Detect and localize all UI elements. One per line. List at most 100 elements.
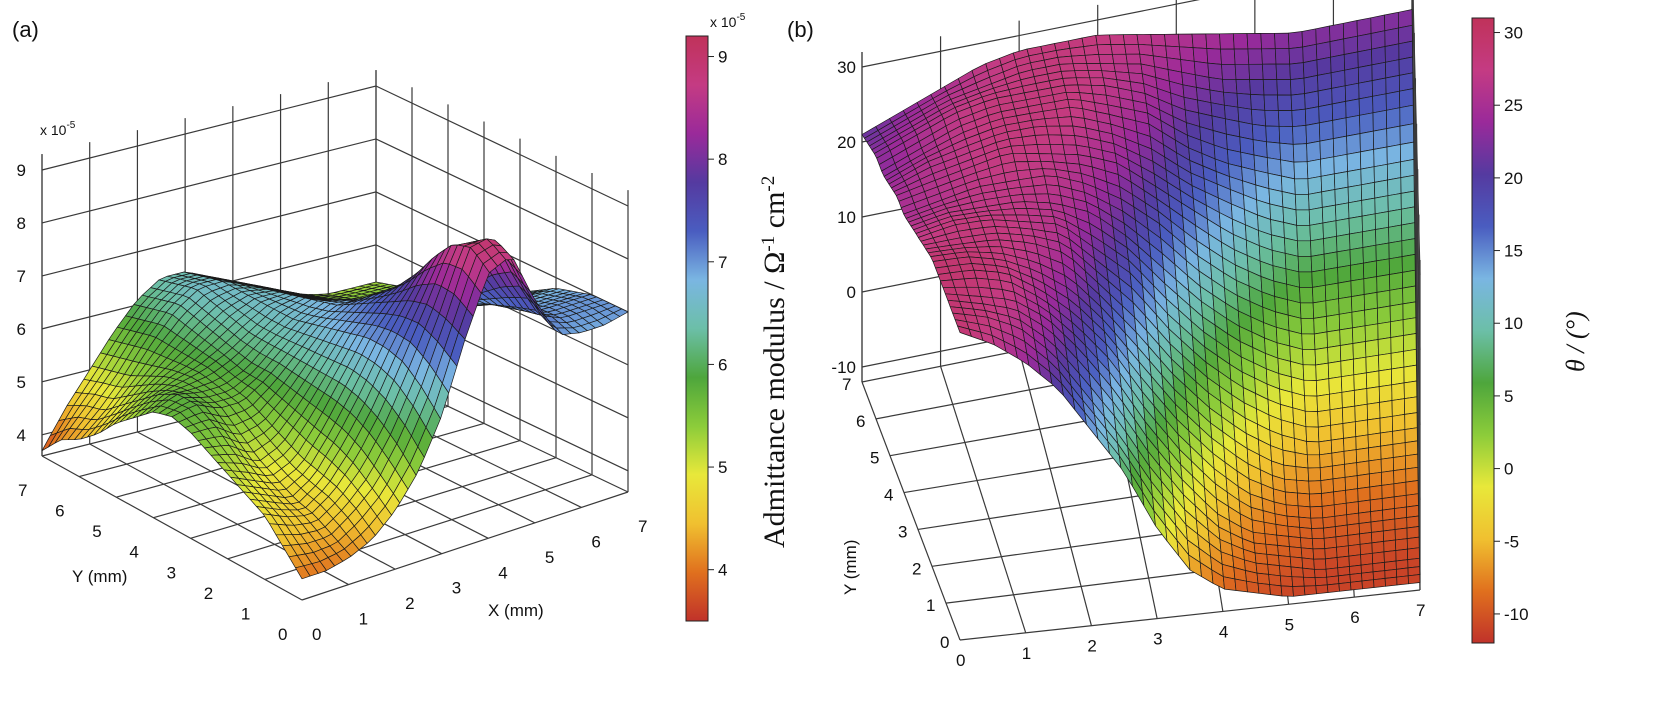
- surface-patch: [1374, 211, 1389, 230]
- surface-patch: [1042, 108, 1059, 120]
- surface-patch: [1302, 364, 1317, 381]
- surface-patch: [1251, 108, 1267, 127]
- surface-patch: [1292, 125, 1307, 145]
- surface-patch: [1375, 258, 1390, 277]
- surface-patch: [1402, 301, 1417, 321]
- surface-patch: [1350, 278, 1365, 297]
- surface-patch: [1292, 585, 1306, 597]
- surface-patch: [1313, 558, 1327, 570]
- surface-patch: [1299, 302, 1315, 319]
- surface-patch: [1110, 44, 1127, 55]
- surface-patch: [1359, 542, 1373, 556]
- surface-patch: [1403, 348, 1417, 368]
- surface-patch: [1234, 578, 1248, 593]
- surface-patch: [1001, 208, 1017, 216]
- surface-patch: [1308, 480, 1322, 495]
- colorbar-b-tick-label: 20: [1504, 169, 1523, 188]
- surface-patch: [1300, 537, 1314, 550]
- surface-patch: [1391, 382, 1405, 401]
- surface-patch: [1274, 48, 1291, 65]
- surface-patch: [1075, 77, 1092, 86]
- z-tick-label: 9: [17, 161, 26, 180]
- surface-patch: [1386, 161, 1402, 181]
- surface-patch: [1394, 527, 1408, 541]
- colorbar-a-tick-label: 8: [718, 150, 727, 169]
- surface-patch: [1127, 63, 1143, 75]
- colorbar-a-title: Admittance modulus / Ω-1 cm-2: [758, 176, 791, 548]
- surface-patch: [1306, 454, 1321, 469]
- surface-patch: [1084, 54, 1101, 64]
- surface-patch: [1328, 376, 1343, 395]
- surface-patch: [1368, 445, 1382, 462]
- y-tick-label: 3: [898, 522, 907, 541]
- surface-patch: [1400, 159, 1415, 178]
- surface-patch: [1308, 191, 1323, 211]
- surface-patch: [1332, 135, 1348, 158]
- surface-patch: [1323, 526, 1337, 539]
- surface-patch: [1256, 572, 1270, 585]
- surface-patch: [1283, 464, 1297, 481]
- surface-patch: [1394, 517, 1408, 530]
- surface-patch: [1320, 156, 1335, 177]
- surface-patch: [1376, 289, 1391, 309]
- surface-patch: [1059, 63, 1076, 72]
- surface-patch: [1359, 112, 1374, 134]
- surface-patch: [1317, 72, 1333, 92]
- z-tick-label: -10: [831, 358, 856, 377]
- colorbar-a-tick-label: 7: [718, 253, 727, 272]
- surface-patch: [1406, 526, 1420, 539]
- surface-patch: [1061, 134, 1077, 146]
- colorbar-b-tick-label: -5: [1504, 532, 1519, 551]
- surface-patch: [1384, 576, 1398, 587]
- surface-patch: [1096, 44, 1113, 55]
- surface-patch: [1289, 62, 1305, 80]
- surface-patch: [1261, 48, 1277, 65]
- surface-patch: [1277, 110, 1293, 128]
- surface-patch: [1371, 551, 1385, 565]
- z-tick-label: 10: [837, 208, 856, 227]
- colorbar-b-tick-label: 10: [1504, 314, 1523, 333]
- surface-patch: [1357, 64, 1373, 84]
- surface-patch: [1402, 285, 1416, 305]
- surface-patch: [1393, 468, 1407, 485]
- surface-patch: [1298, 271, 1313, 288]
- surface-patch: [1044, 117, 1061, 127]
- surface-patch: [1305, 122, 1321, 144]
- surface-patch: [1335, 202, 1350, 222]
- surface-patch: [1354, 419, 1369, 437]
- surface-patch: [1265, 125, 1281, 144]
- surface-patch: [1395, 548, 1409, 562]
- surface-patch: [1009, 194, 1025, 203]
- surface-patch: [1295, 466, 1310, 482]
- surface-patch: [1361, 197, 1376, 217]
- surface-patch: [1388, 240, 1403, 260]
- surface-patch: [1365, 339, 1379, 358]
- surface-patch: [1352, 341, 1367, 360]
- surface-patch: [1363, 276, 1378, 295]
- surface-patch: [1346, 151, 1362, 172]
- surface-patch: [1344, 67, 1360, 87]
- surface-patch: [1386, 107, 1401, 129]
- surface-patch: [1343, 51, 1359, 71]
- surface-patch: [1374, 195, 1389, 215]
- surface-patch: [1021, 135, 1038, 146]
- surface-patch: [1339, 343, 1354, 362]
- surface-patch: [1322, 220, 1337, 239]
- surface-patch: [1339, 327, 1354, 346]
- surface-patch: [1040, 160, 1056, 170]
- surface-patch: [1387, 193, 1402, 212]
- surface-patch: [1391, 414, 1406, 432]
- surface-patch: [1083, 44, 1100, 56]
- y-tick-label: 5: [92, 522, 101, 541]
- surface-patch: [1289, 546, 1303, 559]
- surface-patch: [1031, 175, 1047, 187]
- surface-patch: [1069, 46, 1086, 57]
- surface-patch: [1341, 390, 1356, 409]
- surface-patch: [1098, 53, 1115, 65]
- surface-patch: [1353, 356, 1367, 376]
- surface-patch: [1345, 114, 1361, 137]
- surface-patch: [1206, 48, 1222, 65]
- surface-patch: [1371, 541, 1385, 554]
- surface-patch: [1394, 506, 1408, 520]
